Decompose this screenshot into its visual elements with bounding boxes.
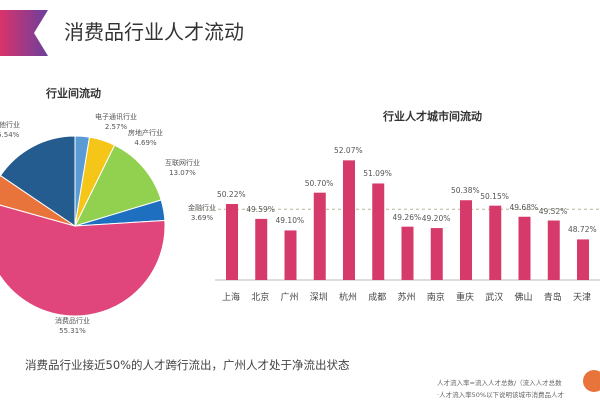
pie-slice [0, 204, 166, 317]
pie-slice [0, 135, 76, 227]
pie-chart-title: 行业间流动 [46, 87, 101, 100]
bar-value-label: 50.15% [480, 191, 509, 201]
bar [372, 183, 385, 280]
orange-badge-icon [583, 370, 600, 392]
pie-slice [74, 144, 162, 227]
bar-value-label: 49.10% [275, 216, 305, 226]
pie-slice-label: 电子通讯行业 2.57% [95, 112, 137, 132]
bar-value-label: 52.07% [334, 146, 363, 156]
pie-chart [0, 135, 166, 317]
bar-chart-title: 行业人才城市间流动 [383, 110, 482, 123]
bar [313, 192, 326, 280]
bar [343, 160, 355, 280]
bar-value-label: 49.59% [246, 204, 275, 214]
category-label: 苏州 [397, 293, 416, 303]
bar [430, 228, 443, 280]
bar-value-label: 49.26% [392, 212, 422, 222]
category-label: 上海 [222, 293, 241, 303]
slice-name: 电子通讯行业 [95, 113, 137, 121]
slice-value: 3.69% [190, 214, 214, 222]
bar-chart [200, 160, 600, 281]
category-label: 北京 [251, 293, 270, 303]
caption: 消费品行业接近50%的人才跨行流出，广州人才处于净流出状态 [25, 358, 350, 372]
bar [226, 204, 238, 280]
bar [284, 230, 297, 280]
bar [518, 216, 531, 280]
bar [547, 220, 560, 280]
bar [401, 226, 414, 280]
pie-slice-label: 金融行业 3.69% [188, 203, 216, 223]
category-label: 杭州 [339, 293, 358, 303]
bar-value-label: 48.72% [568, 225, 597, 235]
pie-slice-label: 其他行业 15.54% [0, 120, 20, 140]
slice-name: 房地产行业 [128, 129, 163, 137]
category-label: 佛山 [514, 293, 533, 303]
slice-value: 4.69% [134, 139, 157, 147]
bar-value-label: 49.20% [421, 214, 451, 224]
bar-value-label: 51.09% [363, 169, 392, 179]
category-label: 武汉 [485, 293, 504, 303]
category-label: 成都 [368, 293, 387, 303]
slice-value: 2.57% [104, 123, 128, 131]
bar [489, 205, 502, 280]
category-label: 青岛 [543, 293, 562, 303]
bar [577, 239, 589, 280]
pie-slice-label: 互联网行业 13.07% [165, 158, 200, 178]
page-title: 消费品行业人才流动 [64, 20, 244, 44]
category-label: 深圳 [309, 293, 328, 303]
bar-value-label: 49.68% [509, 202, 539, 212]
category-label: 天津 [573, 293, 592, 303]
category-label: 重庆 [456, 293, 475, 303]
category-label: 南京 [426, 293, 445, 303]
bar-value-label: 49.52% [538, 206, 568, 216]
slice-name: 消费品行业 [55, 317, 90, 325]
footnote-1: 人才流入率=流入人才总数/（流入人才总数 [437, 379, 562, 387]
bar-value-label: 50.38% [451, 186, 480, 196]
bar-value-label: 50.70% [304, 178, 334, 188]
slice-value: 15.54% [0, 131, 20, 139]
slice-value: 13.07% [169, 169, 196, 177]
slice-name: 互联网行业 [165, 159, 200, 167]
slice-name: 其他行业 [0, 121, 20, 129]
slice-name: 金融行业 [188, 204, 216, 212]
bar [255, 218, 268, 280]
logo-ribbon [0, 10, 48, 56]
pie-slice-label: 消费品行业 55.31% [55, 316, 90, 336]
bar [460, 200, 472, 280]
footnote-2: ·人才流入率50%以下说明该城市消费品人才 [437, 391, 565, 399]
slice-value: 55.31% [59, 327, 86, 335]
bar-value-label: 50.22% [217, 190, 246, 199]
pie-slice-label: 房地产行业 4.69% [128, 128, 163, 148]
category-label: 广州 [280, 293, 299, 303]
